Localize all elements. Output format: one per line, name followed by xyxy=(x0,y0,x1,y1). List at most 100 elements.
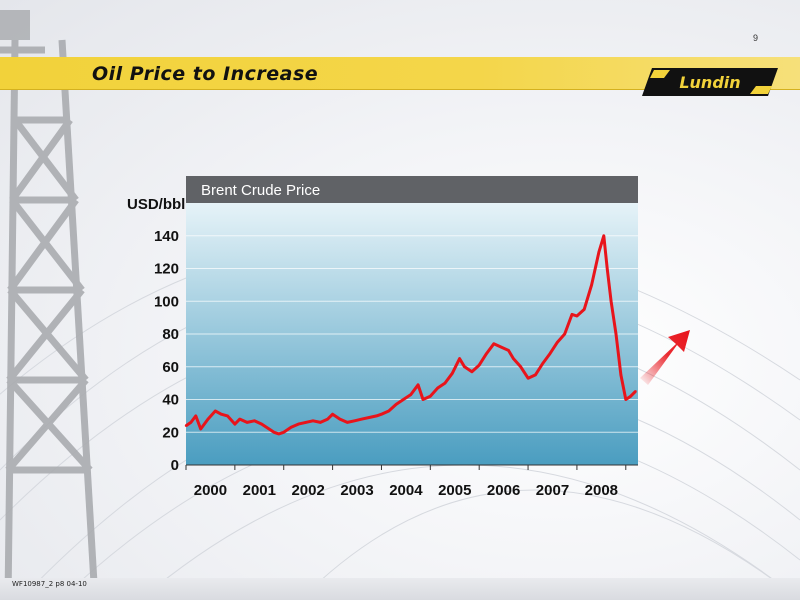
upward-arrow xyxy=(640,330,690,385)
series-point xyxy=(368,416,371,419)
series-point xyxy=(477,363,481,367)
series-point xyxy=(556,340,559,344)
gridlines xyxy=(186,235,638,433)
series-point xyxy=(409,393,412,396)
y-tick-label: 20 xyxy=(162,424,179,441)
series-point xyxy=(380,413,383,416)
series-point xyxy=(429,395,432,398)
series-point xyxy=(272,431,276,434)
series-point xyxy=(326,417,329,421)
series-point xyxy=(443,381,447,385)
y-tick-labels: 0 20 40 60 80 100 120 140 xyxy=(154,228,179,474)
y-tick-label: 60 xyxy=(162,359,179,376)
x-tick-marks xyxy=(185,465,627,470)
series-point xyxy=(304,421,307,424)
x-tick-label: 2002 xyxy=(291,482,324,499)
series-point xyxy=(319,421,322,424)
series-point xyxy=(199,427,202,431)
series-point xyxy=(570,313,574,316)
series-point xyxy=(402,398,405,401)
x-tick-labels: 2000 2001 2002 2003 2004 2005 2006 2007 2008 xyxy=(194,482,618,499)
series-point xyxy=(421,398,425,401)
series-point xyxy=(563,332,566,336)
y-tick-label: 120 xyxy=(154,261,179,278)
series-point xyxy=(541,362,544,365)
series-point xyxy=(267,427,271,431)
y-tick-label: 0 xyxy=(171,457,179,474)
series-point xyxy=(375,414,378,418)
y-tick-label: 40 xyxy=(162,392,179,409)
series-point xyxy=(526,377,530,380)
series-point xyxy=(534,373,537,377)
y-tick-label: 140 xyxy=(154,228,179,245)
x-tick-label: 2003 xyxy=(340,482,373,499)
series-point xyxy=(463,365,466,368)
x-tick-label: 2004 xyxy=(389,482,423,499)
series-point xyxy=(214,409,217,413)
series-point xyxy=(394,403,398,406)
series-point xyxy=(184,424,188,427)
series-point xyxy=(619,373,623,377)
x-tick-label: 2008 xyxy=(585,482,618,499)
svg-text:Lundin: Lundin xyxy=(679,73,740,92)
series-point xyxy=(492,342,496,346)
series-point xyxy=(602,234,605,237)
series-point xyxy=(575,314,579,318)
series-point xyxy=(245,421,249,424)
series-point xyxy=(233,422,237,426)
series-point xyxy=(353,419,356,422)
series-points xyxy=(184,234,637,436)
series-point xyxy=(606,267,609,270)
series-point xyxy=(260,422,263,426)
chart-header-bar xyxy=(186,176,638,203)
y-tick-label: 80 xyxy=(162,326,179,343)
series-point xyxy=(331,413,334,416)
series-point xyxy=(238,417,241,421)
series-point xyxy=(346,421,349,424)
y-axis-unit-label: USD/bbl xyxy=(127,196,185,213)
series-point xyxy=(597,250,601,254)
series-point xyxy=(387,409,390,413)
series-point xyxy=(548,352,552,355)
series-point xyxy=(219,413,223,416)
series-point xyxy=(609,300,613,303)
series-point xyxy=(194,414,197,418)
footer-band xyxy=(0,578,800,600)
page-number: 9 xyxy=(753,33,759,43)
series-point xyxy=(614,332,618,336)
series-point xyxy=(226,414,229,418)
series-line-brent xyxy=(185,234,637,436)
chart-title: Brent Crude Price xyxy=(201,182,320,199)
series-point xyxy=(519,365,522,368)
series-point xyxy=(458,357,461,360)
x-tick-label: 2001 xyxy=(243,482,276,499)
series-point xyxy=(512,357,515,360)
series-point xyxy=(289,426,293,429)
series-point xyxy=(189,421,193,424)
series-point xyxy=(436,386,439,390)
series-point xyxy=(277,432,281,436)
series-point xyxy=(297,422,300,426)
series-point xyxy=(499,345,503,349)
series-point xyxy=(470,370,474,373)
series-point xyxy=(634,390,637,393)
lundin-logo: Lundin xyxy=(642,68,778,96)
series-point xyxy=(253,419,256,422)
y-tick-label: 100 xyxy=(154,293,179,310)
series-point xyxy=(590,283,593,287)
series-point xyxy=(338,417,342,421)
series-point xyxy=(583,308,586,311)
series-point xyxy=(282,431,285,434)
series-point xyxy=(360,417,364,421)
series-point xyxy=(451,372,454,375)
footer-code: WF10987_2 p8 04-10 xyxy=(12,580,87,588)
x-tick-label: 2005 xyxy=(438,482,471,499)
x-tick-label: 2000 xyxy=(194,482,227,499)
series-point xyxy=(311,419,315,422)
slide-title: Oil Price to Increase xyxy=(92,63,319,85)
x-tick-label: 2006 xyxy=(487,482,520,499)
series-point xyxy=(624,398,627,401)
series-point xyxy=(629,395,632,398)
